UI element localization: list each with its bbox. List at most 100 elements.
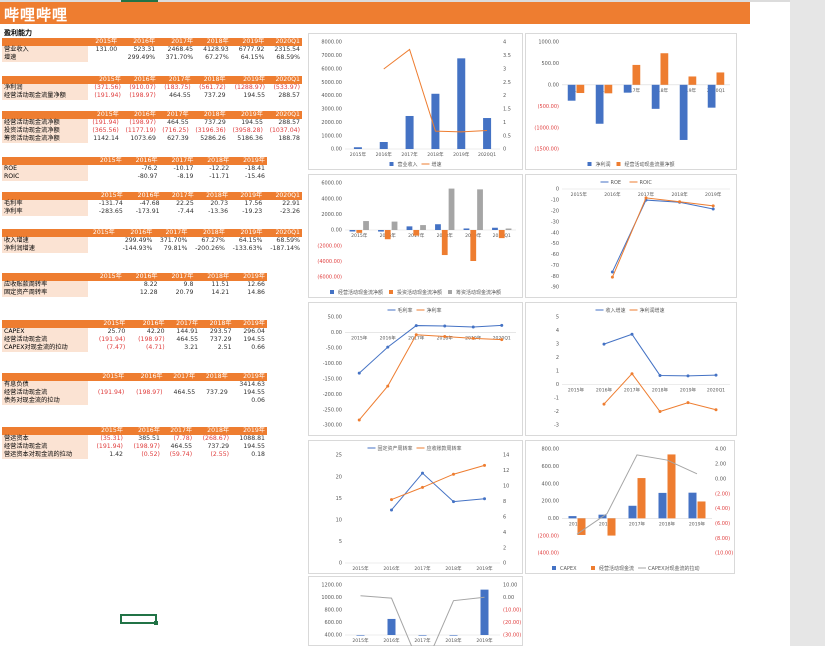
table-cell[interactable]: -187.14% xyxy=(264,245,302,253)
table-cell[interactable]: 0.18 xyxy=(231,451,267,459)
table-cell[interactable]: 194.55 xyxy=(227,119,265,127)
chart-5[interactable]: -300.00 -250.00 -200.00 -150.00 -100.00 -50.0… xyxy=(308,302,523,436)
column-header[interactable]: 2019年 xyxy=(231,427,267,435)
table-cell[interactable]: 2315.54 xyxy=(266,46,302,54)
chart-8[interactable]: (400.00) (200.00) 0.00 200.00 400.00 600.00 80… xyxy=(525,440,735,574)
table-cell[interactable]: 11.51 xyxy=(195,281,232,289)
chart-1[interactable]: 0.00 1000.00 2000.00 3000.00 4000.00 5000.00 6… xyxy=(308,33,523,170)
column-header[interactable]: 2017年 xyxy=(161,192,196,200)
table-cell[interactable]: -200.26% xyxy=(189,245,227,253)
table-cell[interactable]: 737.29 xyxy=(194,443,232,451)
table-cell[interactable] xyxy=(88,54,120,62)
table-cell[interactable]: 464.55 xyxy=(164,389,198,397)
table-cell[interactable]: (183.75) xyxy=(157,84,193,92)
table-cell[interactable]: 14.21 xyxy=(195,289,232,297)
table-cell[interactable]: 3.21 xyxy=(166,344,201,352)
chart-3[interactable]: (6000.00) (4000.00) (2000.00) 0.00 2000.00 40… xyxy=(308,174,523,298)
column-header[interactable]: 2016年 xyxy=(122,76,158,84)
table-cell[interactable]: 0.06 xyxy=(229,397,267,405)
table-cell[interactable]: 9.8 xyxy=(159,281,196,289)
column-header[interactable]: 2018年 xyxy=(194,427,232,435)
table-cell[interactable]: 5286.26 xyxy=(190,135,228,143)
table-cell[interactable] xyxy=(126,381,165,389)
column-header[interactable]: 2016年 xyxy=(123,273,160,281)
spreadsheet-area[interactable]: 哔哩哔哩 盈利能力 2015年 2016年 2017年 2018年 2019年 2020Q… xyxy=(0,0,790,646)
table-cell[interactable]: -144.93% xyxy=(116,245,155,253)
column-header[interactable]: 2015年 xyxy=(88,111,121,119)
table-cell[interactable]: -76.2 xyxy=(123,165,160,173)
table-cell[interactable]: 25.70 xyxy=(88,328,128,336)
table-cell[interactable]: (59.74) xyxy=(161,451,195,459)
row-label[interactable]: 筹资活动现金流净额 xyxy=(2,135,88,143)
table-cell[interactable] xyxy=(88,173,124,181)
table-cell[interactable]: 17.56 xyxy=(230,200,265,208)
column-header[interactable]: 2016年 xyxy=(124,427,162,435)
table-cell[interactable]: 22.91 xyxy=(264,200,302,208)
table-cell[interactable]: 79.81% xyxy=(154,245,190,253)
table-cell[interactable]: 194.55 xyxy=(231,443,267,451)
table-cell[interactable]: (191.94) xyxy=(88,92,123,100)
table-cell[interactable]: 737.29 xyxy=(200,336,234,344)
table-cell[interactable]: 6777.92 xyxy=(230,46,267,54)
row-label[interactable]: CAPEX对现金流的拉动 xyxy=(2,344,88,352)
table-cell[interactable]: 144.91 xyxy=(166,328,201,336)
table-cell[interactable]: 68.59% xyxy=(266,54,302,62)
row-label[interactable]: 有息负债 xyxy=(2,381,88,389)
column-header[interactable]: 2020Q1 xyxy=(264,229,302,237)
column-header[interactable]: 2016年 xyxy=(126,373,165,381)
row-label[interactable]: ROIC xyxy=(2,173,88,181)
column-header[interactable]: 2018年 xyxy=(195,192,231,200)
column-header[interactable] xyxy=(2,373,88,381)
column-header[interactable]: 2015年 xyxy=(88,38,120,46)
row-label[interactable]: 净利润 xyxy=(2,84,88,92)
table-cell[interactable]: 1088.81 xyxy=(231,435,267,443)
table-cell[interactable]: 131.00 xyxy=(88,46,120,54)
column-header[interactable]: 2018年 xyxy=(192,76,228,84)
row-label[interactable]: 增速 xyxy=(2,54,88,62)
table-cell[interactable]: (191.94) xyxy=(88,443,125,451)
table-cell[interactable]: 371.70% xyxy=(154,237,190,245)
table-cell[interactable]: -12.22 xyxy=(195,165,232,173)
column-header[interactable]: 2019年 xyxy=(230,192,265,200)
row-label[interactable]: 固定资产周转率 xyxy=(2,289,88,297)
row-label[interactable]: 净利率 xyxy=(2,208,88,216)
column-header[interactable]: 2016年 xyxy=(116,229,155,237)
table-cell[interactable] xyxy=(164,397,198,405)
table-cell[interactable] xyxy=(88,165,124,173)
row-label[interactable]: 净利润增速 xyxy=(2,245,88,253)
column-header[interactable] xyxy=(2,76,88,84)
table-cell[interactable]: 20.73 xyxy=(195,200,231,208)
table-cell[interactable]: 464.55 xyxy=(166,336,201,344)
column-header[interactable]: 2015年 xyxy=(88,273,124,281)
table-cell[interactable] xyxy=(88,289,124,297)
column-header[interactable]: 2019年 xyxy=(226,229,265,237)
table-cell[interactable]: (3958.28) xyxy=(227,127,265,135)
chart-6[interactable]: -3 -2 -1 0 1 2 3 4 5 2015年 2016年 2017年 2018年 2019年 202… xyxy=(525,302,737,436)
table-cell[interactable]: -131.74 xyxy=(88,200,125,208)
table-cell[interactable]: (2.55) xyxy=(194,451,232,459)
table-cell[interactable]: (0.52) xyxy=(124,451,162,459)
table-cell[interactable]: (191.94) xyxy=(88,119,121,127)
table-cell[interactable]: 1073.69 xyxy=(120,135,158,143)
table-cell[interactable]: 1.42 xyxy=(88,451,125,459)
table-cell[interactable] xyxy=(164,381,198,389)
table-cell[interactable]: 20.79 xyxy=(159,289,196,297)
column-header[interactable] xyxy=(2,38,88,46)
row-label[interactable]: 经营活动现金流 xyxy=(2,389,88,397)
chart-9[interactable]: 400.00 600.00 800.00 1000.00 1200.00 (30.00) (… xyxy=(308,576,523,646)
table-cell[interactable]: (4.71) xyxy=(127,344,167,352)
column-header[interactable]: 2016年 xyxy=(127,320,167,328)
table-cell[interactable]: (198.97) xyxy=(127,336,167,344)
row-label[interactable]: 收入增速 xyxy=(2,237,88,245)
cell-selection-cursor[interactable] xyxy=(120,614,158,625)
chart-2[interactable]: (1500.00) (1000.00) (500.00) 0.00 500.00 1000… xyxy=(525,33,737,170)
table-cell[interactable]: 288.57 xyxy=(264,119,302,127)
table-cell[interactable]: -7.44 xyxy=(161,208,196,216)
table-cell[interactable]: 1142.14 xyxy=(88,135,121,143)
table-cell[interactable]: 67.27% xyxy=(195,54,231,62)
table-cell[interactable]: -23.26 xyxy=(264,208,302,216)
column-header[interactable]: 2017年 xyxy=(164,373,198,381)
column-header[interactable] xyxy=(2,192,88,200)
table-cell[interactable]: (3196.36) xyxy=(190,127,228,135)
row-label[interactable]: CAPEX xyxy=(2,328,88,336)
